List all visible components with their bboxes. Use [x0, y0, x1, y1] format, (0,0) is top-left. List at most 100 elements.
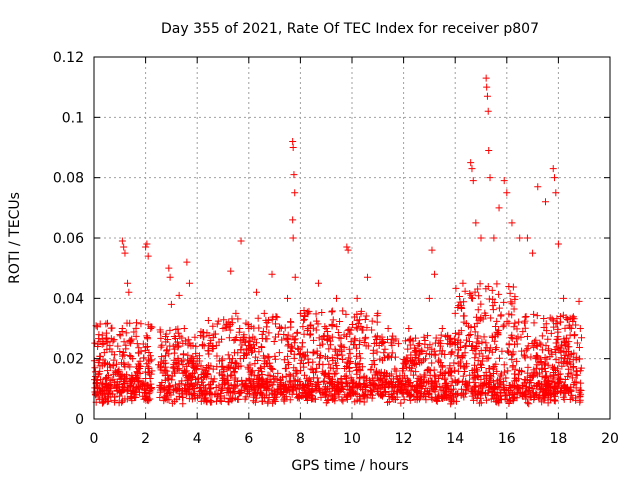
data-point-marker	[401, 357, 409, 365]
data-point-marker	[300, 371, 308, 379]
data-point-marker	[431, 339, 439, 347]
data-point-marker	[137, 320, 145, 328]
data-point-marker	[504, 347, 512, 355]
data-point-marker	[485, 147, 493, 155]
data-point-marker	[306, 331, 314, 339]
data-point-marker	[343, 332, 351, 340]
data-point-marker	[557, 354, 565, 362]
data-point-marker	[179, 393, 187, 401]
data-point-marker	[353, 325, 361, 333]
data-point-marker	[143, 396, 151, 404]
data-point-marker	[249, 384, 257, 392]
data-point-marker	[98, 335, 106, 343]
data-point-marker	[320, 370, 328, 378]
data-point-marker	[483, 344, 491, 352]
data-point-marker	[137, 362, 145, 370]
data-point-marker	[177, 380, 185, 388]
data-point-marker	[391, 383, 399, 391]
data-point-marker	[500, 298, 508, 306]
data-point-marker	[141, 368, 149, 376]
data-point-marker	[496, 392, 504, 400]
data-point-marker	[161, 386, 169, 394]
data-point-marker	[475, 350, 483, 358]
data-point-marker	[268, 270, 276, 278]
data-point-marker	[521, 313, 529, 321]
data-point-marker	[573, 367, 581, 375]
data-point-marker	[521, 375, 529, 383]
data-point-marker	[502, 391, 510, 399]
grid-layer	[94, 57, 610, 419]
data-point-marker	[277, 378, 285, 386]
data-point-marker	[481, 380, 489, 388]
data-point-marker	[172, 326, 180, 334]
data-point-marker	[245, 387, 253, 395]
data-point-marker	[237, 237, 245, 245]
data-point-marker	[174, 329, 182, 337]
data-point-marker	[91, 339, 99, 347]
data-point-marker	[136, 357, 144, 365]
data-point-marker	[157, 382, 165, 390]
data-point-marker	[102, 383, 110, 391]
data-point-marker	[491, 337, 499, 345]
data-point-marker	[350, 313, 358, 321]
data-point-marker	[334, 329, 342, 337]
data-point-marker	[402, 386, 410, 394]
data-point-marker	[271, 391, 279, 399]
data-point-marker	[530, 310, 538, 318]
data-point-marker	[389, 375, 397, 383]
data-point-marker	[117, 372, 125, 380]
data-point-marker	[158, 341, 166, 349]
data-point-marker	[394, 383, 402, 391]
data-point-marker	[565, 370, 573, 378]
data-point-marker	[473, 394, 481, 402]
data-point-marker	[414, 383, 422, 391]
data-point-marker	[108, 348, 116, 356]
data-point-marker	[459, 312, 467, 320]
data-point-marker	[354, 382, 362, 390]
x-tick-label: 16	[498, 431, 516, 447]
data-point-marker	[529, 389, 537, 397]
data-point-marker	[122, 329, 130, 337]
data-point-marker	[236, 324, 244, 332]
data-point-marker	[371, 361, 379, 369]
data-point-marker	[134, 378, 142, 386]
data-point-marker	[362, 380, 370, 388]
data-point-marker	[116, 392, 124, 400]
data-point-marker	[182, 390, 190, 398]
data-point-marker	[216, 396, 224, 404]
data-point-marker	[333, 294, 341, 302]
data-point-marker	[532, 336, 540, 344]
data-point-marker	[376, 355, 384, 363]
data-point-marker	[305, 384, 313, 392]
data-point-marker	[321, 353, 329, 361]
data-point-marker	[139, 392, 147, 400]
data-point-marker	[350, 341, 358, 349]
data-point-marker	[453, 390, 461, 398]
data-point-marker	[166, 326, 174, 334]
data-point-marker	[513, 394, 521, 402]
data-point-marker	[411, 353, 419, 361]
data-point-marker	[397, 399, 405, 407]
data-point-marker	[291, 189, 299, 197]
data-point-marker	[338, 347, 346, 355]
data-point-marker	[289, 137, 297, 145]
data-point-marker	[373, 312, 381, 320]
data-point-marker	[373, 318, 381, 326]
data-point-marker	[345, 325, 353, 333]
data-point-marker	[519, 328, 527, 336]
data-point-marker	[446, 362, 454, 370]
data-point-marker	[484, 282, 492, 290]
data-point-marker	[554, 240, 562, 248]
data-point-marker	[230, 368, 238, 376]
data-point-marker	[532, 364, 540, 372]
data-point-marker	[478, 338, 486, 346]
data-point-marker	[492, 344, 500, 352]
data-point-marker	[267, 364, 275, 372]
data-point-marker	[356, 373, 364, 381]
data-point-marker	[448, 348, 456, 356]
data-point-marker	[370, 356, 378, 364]
data-point-marker	[495, 304, 503, 312]
data-point-marker	[312, 310, 320, 318]
data-point-marker	[455, 377, 463, 385]
data-point-marker	[337, 341, 345, 349]
